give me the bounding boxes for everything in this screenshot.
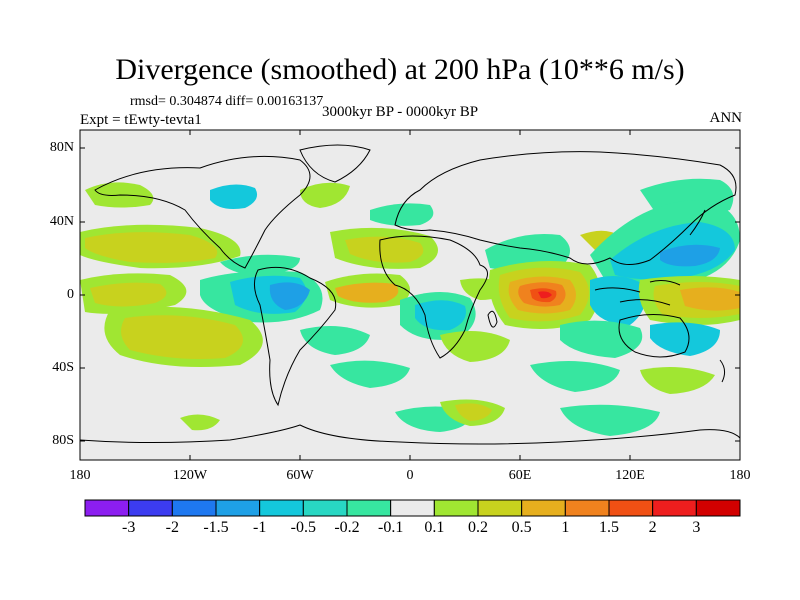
experiment-label: Expt = tEwty-tevta1 [80,112,202,128]
anomaly-region [345,236,424,263]
colorbar-tick-label: -0.2 [334,519,360,536]
colorbar-tick-label: -0.1 [377,519,404,536]
coastline-europe-asia [394,151,737,265]
coastline-greenland [299,144,371,183]
colorbar-tick-label: 0.1 [424,519,445,536]
lon-label-120e: 120E [615,468,645,483]
colorbar-tick-label: -1.5 [203,519,229,536]
colorbar-swatch [608,499,654,517]
colorbar-swatch [695,499,741,517]
coastline-north-america [94,155,311,269]
colorbar-swatch [302,499,348,517]
lat-label-80n: 80N [49,140,74,155]
anomaly-region [370,203,434,226]
coastline-madagascar [487,310,498,328]
coastline-africa [379,235,488,359]
anomaly-region [455,403,492,421]
anomaly-region [180,414,220,431]
lon-label-120w: 120W [172,468,208,483]
plot-title: Divergence (smoothed) at 200 hPa (10**6 … [115,53,685,86]
season-label: ANN [709,110,743,126]
lon-label-60e: 60E [508,468,532,483]
plot-subtitle: 3000kyr BP - 0000kyr BP [321,104,479,120]
anomaly-region [269,282,310,310]
colorbar-tick-label: 1 [561,519,570,536]
lon-label-60w: 60W [286,468,314,483]
colorbar-swatch [477,499,523,517]
coastline-indonesia [594,280,681,306]
lat-label-40n: 40N [49,214,74,229]
colorbar-swatch [390,499,435,517]
colorbar-swatch [652,499,697,517]
anomaly-region [300,326,370,355]
coastlines [80,144,740,445]
anomaly-region [90,282,167,307]
colorbar-swatch [346,499,392,517]
lon-label-180w: 180 [69,468,91,483]
contour-field [80,178,740,436]
colorbar-tick-label: 0.2 [468,519,488,536]
anomaly-region [440,331,510,362]
coastline-south-america [254,266,337,407]
lat-label-40s: 40S [52,360,74,375]
colorbar-swatch [564,499,610,517]
colorbar [84,499,741,517]
colorbar-tick-label: 1.5 [599,519,619,536]
colorbar-tick-label: 3 [692,519,701,536]
colorbar-tick-label: -0.5 [290,519,316,536]
anomaly-region [415,300,466,331]
coastline-antarctica [80,424,740,445]
colorbar-swatch [171,499,217,517]
axis-ticks [79,130,741,460]
lon-label-0: 0 [406,468,414,483]
anomaly-region [560,404,660,436]
anomaly-region [560,320,643,358]
anomaly-region [121,315,243,359]
colorbar-tick-label: 2 [648,519,657,536]
lon-label-180e: 180 [729,468,751,483]
colorbar-swatch [259,499,304,517]
anomaly-region [650,322,720,356]
colorbar-swatch [215,499,261,517]
stats-text: rmsd= 0.304874 diff= 0.00163137 [130,94,324,109]
coastline-australia [618,314,690,358]
anomaly-region [335,282,399,303]
colorbar-tick-label: -2 [165,519,179,536]
anomaly-region [220,254,300,276]
colorbar-swatch [128,499,173,517]
colorbar-swatch [433,499,479,517]
coastline-newzealand [719,359,726,383]
anomaly-region [530,361,620,392]
anomaly-region [330,360,410,388]
anomaly-region [300,182,350,208]
colorbar-swatch [521,499,566,517]
anomaly-region [85,232,218,263]
anomaly-region [538,291,552,299]
anomaly-region [680,287,740,311]
lat-label-0: 0 [67,287,74,302]
coastline-japan [689,209,706,236]
anomaly-region [210,184,258,209]
anomaly-region [640,366,715,394]
anomaly-region [660,244,720,267]
lat-label-80s: 80S [52,433,74,448]
colorbar-tick-label: -1 [252,519,267,536]
colorbar-tick-label: 0.5 [511,519,532,536]
colorbar-swatch [84,499,130,517]
colorbar-tick-label: -3 [121,519,136,536]
